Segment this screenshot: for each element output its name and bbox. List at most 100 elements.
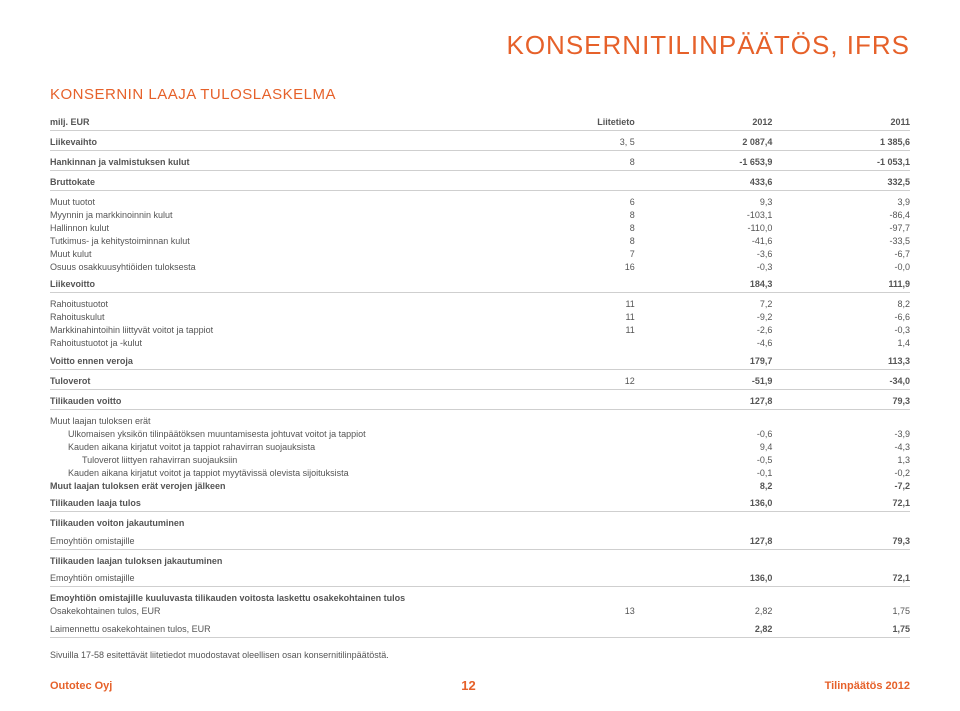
table-row: Rahoituskulut11-9,2-6,6 — [50, 311, 910, 324]
cell-label: Ulkomaisen yksikön tilinpäätöksen muunta… — [50, 427, 549, 440]
cell-note — [549, 512, 635, 530]
cell-2011: 332,5 — [772, 170, 910, 190]
cell-2012: -2,6 — [635, 324, 773, 337]
table-header-row: milj. EUR Liitetieto 2012 2011 — [50, 115, 910, 130]
cell-2012: 127,8 — [635, 530, 773, 550]
cell-2011: -3,9 — [772, 427, 910, 440]
table-row: Tuloverot12-51,9-34,0 — [50, 369, 910, 389]
cell-2012 — [635, 549, 773, 567]
cell-2012: 184,3 — [635, 273, 773, 293]
cell-2011: 79,3 — [772, 530, 910, 550]
table-row: Osakekohtainen tulos, EUR132,821,75 — [50, 605, 910, 618]
table-row: Hankinnan ja valmistuksen kulut8-1 653,9… — [50, 150, 910, 170]
cell-note — [549, 273, 635, 293]
cell-label: Tuloverot — [50, 369, 549, 389]
cell-2011: 72,1 — [772, 492, 910, 512]
cell-label: Voitto ennen veroja — [50, 350, 549, 370]
page-footer: Outotec Oyj 12 Tilinpäätös 2012 — [50, 678, 910, 693]
cell-label: Tilikauden laaja tulos — [50, 492, 549, 512]
cell-note: 11 — [549, 324, 635, 337]
table-row: Muut tuotot69,33,9 — [50, 190, 910, 208]
cell-label: Tutkimus- ja kehitystoiminnan kulut — [50, 234, 549, 247]
cell-2012: -3,6 — [635, 247, 773, 260]
cell-2011: -0,0 — [772, 260, 910, 273]
cell-2012: -4,6 — [635, 337, 773, 350]
cell-2011: 72,1 — [772, 567, 910, 587]
cell-note: 16 — [549, 260, 635, 273]
cell-note — [549, 479, 635, 492]
cell-2011: -34,0 — [772, 369, 910, 389]
cell-2011: 8,2 — [772, 293, 910, 311]
table-row: Liikevaihto3, 52 087,41 385,6 — [50, 130, 910, 150]
cell-note: 7 — [549, 247, 635, 260]
cell-note: 11 — [549, 293, 635, 311]
table-row: Tilikauden voiton jakautuminen — [50, 512, 910, 530]
table-row: Tutkimus- ja kehitystoiminnan kulut8-41,… — [50, 234, 910, 247]
cell-note — [549, 453, 635, 466]
cell-2012: 136,0 — [635, 492, 773, 512]
cell-label: Laimennettu osakekohtainen tulos, EUR — [50, 618, 549, 638]
footer-doc-name: Tilinpäätös 2012 — [825, 680, 910, 692]
cell-2012: -41,6 — [635, 234, 773, 247]
cell-2011: -1 053,1 — [772, 150, 910, 170]
cell-note — [549, 587, 635, 605]
cell-label: Tilikauden laajan tuloksen jakautuminen — [50, 549, 549, 567]
table-row: Emoyhtiön omistajille kuuluvasta tilikau… — [50, 587, 910, 605]
cell-2011: 113,3 — [772, 350, 910, 370]
cell-note: 3, 5 — [549, 130, 635, 150]
cell-2012: -51,9 — [635, 369, 773, 389]
cell-note — [549, 409, 635, 427]
table-row: Osuus osakkuusyhtiöiden tuloksesta16-0,3… — [50, 260, 910, 273]
cell-2011: 1 385,6 — [772, 130, 910, 150]
cell-2012: -1 653,9 — [635, 150, 773, 170]
table-row: Voitto ennen veroja 179,7113,3 — [50, 350, 910, 370]
cell-2012 — [635, 512, 773, 530]
table-row: Tilikauden laajan tuloksen jakautuminen — [50, 549, 910, 567]
cell-note — [549, 350, 635, 370]
table-row: Tuloverot liittyen rahavirran suojauksii… — [50, 453, 910, 466]
cell-note — [549, 530, 635, 550]
cell-2011: 1,75 — [772, 605, 910, 618]
cell-2011: 111,9 — [772, 273, 910, 293]
cell-2011: -6,6 — [772, 311, 910, 324]
cell-2011 — [772, 409, 910, 427]
cell-note — [549, 466, 635, 479]
cell-2012: 179,7 — [635, 350, 773, 370]
table-row: Markkinahintoihin liittyvät voitot ja ta… — [50, 324, 910, 337]
cell-2012: 127,8 — [635, 389, 773, 409]
cell-2012: -0,3 — [635, 260, 773, 273]
cell-2012: -0,6 — [635, 427, 773, 440]
cell-2011: -33,5 — [772, 234, 910, 247]
cell-note: 8 — [549, 234, 635, 247]
cell-2011: 3,9 — [772, 190, 910, 208]
table-row: Myynnin ja markkinoinnin kulut8-103,1-86… — [50, 208, 910, 221]
cell-note — [549, 618, 635, 638]
cell-label: Kauden aikana kirjatut voitot ja tappiot… — [50, 466, 549, 479]
cell-2012 — [635, 409, 773, 427]
cell-label: Markkinahintoihin liittyvät voitot ja ta… — [50, 324, 549, 337]
cell-2012: -9,2 — [635, 311, 773, 324]
cell-label: Muut laajan tuloksen erät verojen jälkee… — [50, 479, 549, 492]
cell-2011 — [772, 587, 910, 605]
table-row: Rahoitustuotot ja -kulut-4,61,4 — [50, 337, 910, 350]
section-title: KONSERNIN LAAJA TULOSLASKELMA — [50, 86, 910, 103]
cell-2012: -103,1 — [635, 208, 773, 221]
cell-label: Kauden aikana kirjatut voitot ja tappiot… — [50, 440, 549, 453]
cell-label: Muut kulut — [50, 247, 549, 260]
cell-label: Emoyhtiön omistajille — [50, 530, 549, 550]
cell-2011: -4,3 — [772, 440, 910, 453]
cell-2011: 1,3 — [772, 453, 910, 466]
cell-2011: 1,75 — [772, 618, 910, 638]
cell-2012: 2 087,4 — [635, 130, 773, 150]
cell-2012: 9,4 — [635, 440, 773, 453]
cell-label: Liikevoitto — [50, 273, 549, 293]
footer-page-number: 12 — [461, 678, 475, 693]
cell-note — [549, 170, 635, 190]
footnote-text: Sivuilla 17-58 esitettävät liitetiedot m… — [50, 650, 910, 660]
table-row: Laimennettu osakekohtainen tulos, EUR2,8… — [50, 618, 910, 638]
cell-note: 8 — [549, 221, 635, 234]
table-row: Muut kulut7-3,6-6,7 — [50, 247, 910, 260]
cell-note: 13 — [549, 605, 635, 618]
cell-note: 12 — [549, 369, 635, 389]
cell-2011 — [772, 549, 910, 567]
